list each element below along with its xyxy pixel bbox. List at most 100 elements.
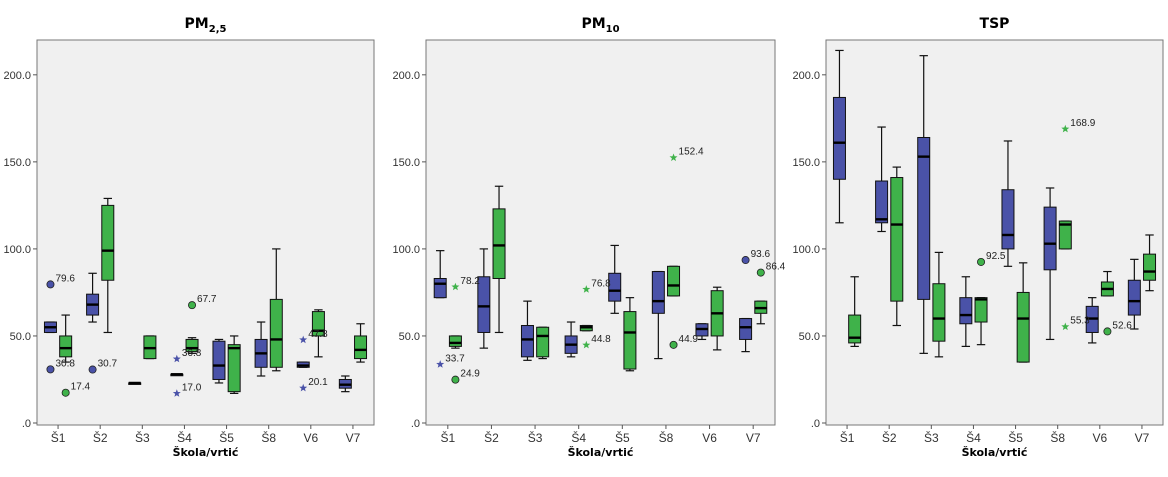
box-body xyxy=(651,271,665,314)
x-axis-label: Škola/vrtić xyxy=(173,446,239,459)
box-body xyxy=(477,276,491,333)
box-blue xyxy=(917,55,931,354)
box-body xyxy=(448,335,462,347)
box-blue xyxy=(477,248,491,349)
box-blue xyxy=(564,321,578,358)
box-body xyxy=(832,96,846,180)
outlier-label: 47.8 xyxy=(308,329,328,340)
box-body xyxy=(932,283,946,342)
box-green xyxy=(1143,234,1157,292)
x-tick-label: Š8 xyxy=(261,430,276,445)
box-green xyxy=(710,286,724,351)
box-body xyxy=(1143,253,1157,281)
box-body xyxy=(433,278,447,299)
chart-title: TSP xyxy=(980,16,1010,32)
x-axis-label: Škola/vrtić xyxy=(568,446,634,459)
box-blue xyxy=(739,317,753,353)
box-body xyxy=(667,265,681,297)
panel-2: PM10 .0 50.0 100.0 150.0 200.0 Š1 Š2 Š3 Š4 Š5 Š8 V6 V… xyxy=(392,16,785,459)
y-tick-label: .0 xyxy=(22,418,31,430)
box-body xyxy=(890,177,904,302)
outlier-label: 78.2 xyxy=(460,276,480,287)
box-green xyxy=(492,185,506,334)
outlier-circle xyxy=(741,256,750,265)
outlier-circle xyxy=(1103,327,1112,336)
outlier-circle xyxy=(188,301,197,310)
box-blue xyxy=(254,321,268,377)
box-green xyxy=(579,324,593,332)
box-blue xyxy=(86,272,100,323)
box-body xyxy=(269,298,283,368)
outlier-star xyxy=(582,340,591,349)
box-blue xyxy=(338,375,352,393)
box-blue xyxy=(433,250,447,299)
y-tick-label: 100.0 xyxy=(392,244,420,256)
outlier-star xyxy=(582,285,591,293)
panel-3: TSP .0 50.0 100.0 150.0 200.0 Š1 Š2 Š3 Š4 Š5 Š8 V6 V7… xyxy=(792,16,1164,459)
box-body xyxy=(1127,279,1141,316)
y-tick-label: 50.0 xyxy=(799,331,820,343)
box-body xyxy=(739,318,753,340)
outlier-label: 17.4 xyxy=(71,382,91,393)
outlier-label: 24.9 xyxy=(460,369,480,380)
x-tick-label: Š1 xyxy=(440,430,455,445)
chart-title: PM2,5 xyxy=(185,16,227,35)
box-body xyxy=(59,335,73,358)
x-tick-label: Š2 xyxy=(93,430,108,445)
box-blue xyxy=(520,300,534,361)
outlier-label: 67.7 xyxy=(197,294,217,305)
box-green xyxy=(1100,270,1114,297)
x-tick-label: Š3 xyxy=(135,430,150,445)
box-blue xyxy=(212,338,226,384)
box-body xyxy=(354,335,368,360)
box-body xyxy=(101,204,115,281)
outlier-circle xyxy=(88,365,97,374)
outlier-label: 152.4 xyxy=(679,147,704,158)
box-green xyxy=(311,309,325,358)
outlier-circle xyxy=(669,340,678,349)
box-green xyxy=(974,297,988,346)
outlier-label: 93.6 xyxy=(751,249,771,260)
outlier-label: 92.5 xyxy=(986,251,1006,262)
y-tick-label: 200.0 xyxy=(792,70,820,82)
box-green xyxy=(448,335,462,349)
x-tick-label: Š3 xyxy=(528,430,543,445)
x-tick-label: Š2 xyxy=(484,430,499,445)
x-tick-label: Š5 xyxy=(1008,430,1023,445)
box-blue xyxy=(651,270,665,360)
box-body xyxy=(520,325,534,358)
x-tick-label: Š4 xyxy=(571,430,586,445)
x-tick-label: V6 xyxy=(1092,431,1107,445)
outlier-star xyxy=(436,360,445,368)
y-tick-label: 200.0 xyxy=(3,70,31,82)
box-green xyxy=(890,166,904,327)
outlier-star xyxy=(451,282,460,291)
x-tick-label: Š1 xyxy=(840,430,855,445)
box-body xyxy=(875,180,889,224)
box-blue xyxy=(1085,297,1099,344)
outlier-circle xyxy=(46,365,55,374)
y-tick-label: 150.0 xyxy=(792,157,820,169)
y-tick-label: 200.0 xyxy=(392,70,420,82)
box-body xyxy=(974,297,988,323)
outlier-star xyxy=(299,383,308,392)
box-green xyxy=(185,337,199,354)
x-tick-label: Š5 xyxy=(219,430,234,445)
box-body xyxy=(917,136,931,300)
outlier-label: 44.8 xyxy=(591,334,611,345)
box-body xyxy=(608,272,622,302)
outlier-circle xyxy=(46,280,55,289)
box-green xyxy=(1058,220,1072,250)
outlier-star xyxy=(1061,124,1070,133)
chart-title: PM10 xyxy=(581,16,619,35)
outlier-label: 86.4 xyxy=(766,262,786,273)
outlier-star xyxy=(669,153,678,162)
box-blue xyxy=(170,373,184,377)
box-blue xyxy=(43,321,57,334)
box-blue xyxy=(128,381,142,385)
outlier-label: 168.9 xyxy=(1070,118,1095,129)
outlier-label: 17.0 xyxy=(182,382,202,393)
box-blue xyxy=(1001,140,1015,267)
y-tick-label: 50.0 xyxy=(399,331,420,343)
box-blue xyxy=(695,323,709,341)
